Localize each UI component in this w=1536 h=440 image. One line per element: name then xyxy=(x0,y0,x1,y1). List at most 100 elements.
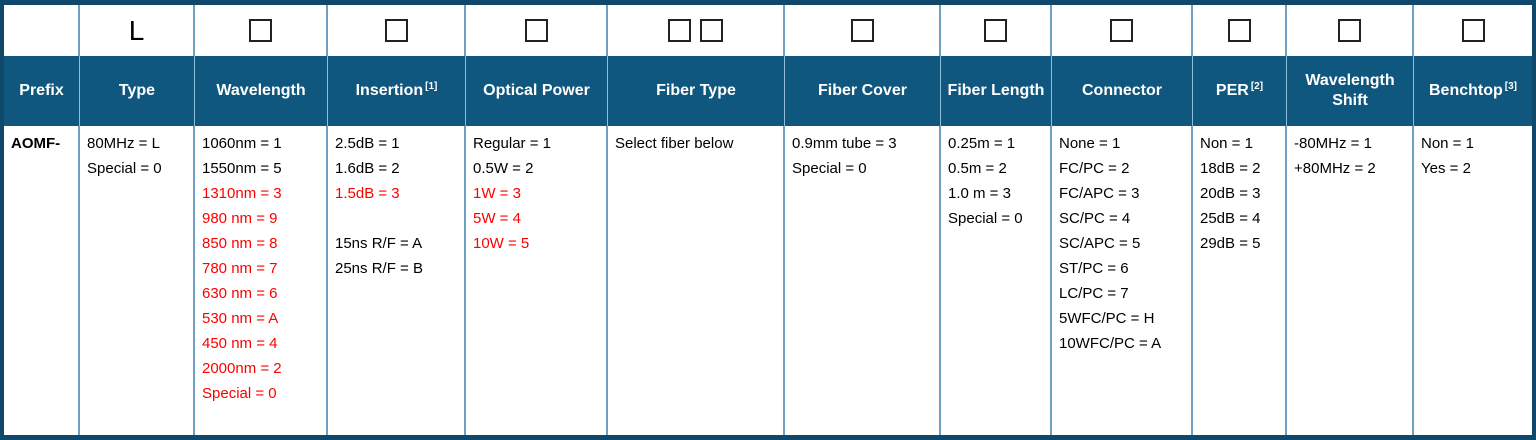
wavelength-option: 450 nm = 4 xyxy=(202,335,278,352)
wavelength-option: 1060nm = 1 xyxy=(202,135,282,152)
wavelength-shift-option: +80MHz = 2 xyxy=(1294,160,1376,177)
top-cell-fiber-cover xyxy=(785,5,941,56)
connector-option: 5WFC/PC = H xyxy=(1059,310,1155,327)
header-label-per: PER [2] xyxy=(1215,80,1264,99)
wavelength-option: 530 nm = A xyxy=(202,310,279,327)
insertion-code-checkbox[interactable] xyxy=(384,19,408,42)
optical-power-option: 5W = 4 xyxy=(473,210,521,227)
top-cell-connector xyxy=(1052,5,1193,56)
fiber-length-option: 0.25m = 1 xyxy=(948,135,1016,152)
type-selected-code: L xyxy=(128,14,145,46)
optical-power-option: 1W = 3 xyxy=(473,185,521,202)
connector-option: ST/PC = 6 xyxy=(1059,260,1129,277)
body-cell-type: 80MHz = L Special = 0 xyxy=(80,126,195,435)
wavelength-shift-code-checkbox[interactable] xyxy=(1338,19,1361,42)
header-cell-connector: Connector xyxy=(1052,56,1193,126)
fiber-cover-option: 0.9mm tube = 3 xyxy=(792,135,897,152)
wavelength-option: Special = 0 xyxy=(202,385,277,402)
header-label-fiber-length: Fiber Length xyxy=(947,82,1045,99)
benchtop-option: Yes = 2 xyxy=(1421,160,1471,177)
header-cell-fiber-cover: Fiber Cover xyxy=(785,56,941,126)
fiber-length-option: 1.0 m = 3 xyxy=(948,185,1011,202)
top-cell-insertion xyxy=(328,5,466,56)
header-cell-wavelength: Wavelength xyxy=(195,56,328,126)
header-label-type: Type xyxy=(118,82,156,99)
body-cell-connector: None = 1 FC/PC = 2 FC/APC = 3 SC/PC = 4 SC/A… xyxy=(1052,126,1193,435)
wavelength-option: 2000nm = 2 xyxy=(202,360,282,377)
wavelength-option: 630 nm = 6 xyxy=(202,285,278,302)
header-label-wavelength: Wavelength xyxy=(216,82,306,99)
top-cell-prefix xyxy=(4,5,80,56)
body-cell-fiber-length: 0.25m = 1 0.5m = 2 1.0 m = 3 Special = 0 xyxy=(941,126,1052,435)
optical-power-option: 10W = 5 xyxy=(473,235,530,252)
header-cell-prefix: Prefix xyxy=(4,56,80,126)
header-label-prefix: Prefix xyxy=(19,82,64,99)
fiber-type-code-checkbox-2[interactable] xyxy=(700,19,723,42)
connector-option: 10WFC/PC = A xyxy=(1059,335,1162,352)
top-cell-benchtop xyxy=(1414,5,1532,56)
header-label-optical-power: Optical Power xyxy=(483,82,590,99)
header-cell-fiber-type: Fiber Type xyxy=(608,56,785,126)
connector-option: FC/APC = 3 xyxy=(1059,185,1140,202)
fiber-cover-option: Special = 0 xyxy=(792,160,867,177)
optical-power-option: 0.5W = 2 xyxy=(473,160,534,177)
body-cell-benchtop: Non = 1 Yes = 2 xyxy=(1414,126,1532,435)
body-cell-wavelength-shift: -80MHz = 1 +80MHz = 2 xyxy=(1287,126,1414,435)
body-cell-fiber-type: Select fiber below xyxy=(608,126,785,435)
header-label-connector: Connector xyxy=(1082,82,1162,99)
prefix-option: AOMF- xyxy=(11,135,61,152)
wavelength-option: 1310nm = 3 xyxy=(202,185,282,202)
per-option: 20dB = 3 xyxy=(1200,185,1261,202)
body-cell-insertion: 2.5dB = 1 1.6dB = 2 1.5dB = 3 15ns R/F = A… xyxy=(328,126,466,435)
connector-option: None = 1 xyxy=(1059,135,1121,152)
insertion-option: 1.6dB = 2 xyxy=(335,160,400,177)
fiber-length-option: Special = 0 xyxy=(948,210,1023,227)
body-cell-per: Non = 1 18dB = 2 20dB = 3 25dB = 4 29dB = 5 xyxy=(1193,126,1287,435)
body-cell-optical-power: Regular = 1 0.5W = 2 1W = 3 5W = 4 10W = 5 xyxy=(466,126,608,435)
insertion-option xyxy=(335,206,460,231)
wavelength-shift-option: -80MHz = 1 xyxy=(1294,135,1372,152)
wavelength-option: 980 nm = 9 xyxy=(202,210,278,227)
optical-power-option: Regular = 1 xyxy=(473,135,551,152)
top-cell-type: L xyxy=(80,5,195,56)
header-cell-benchtop: Benchtop [3] xyxy=(1414,56,1532,126)
top-cell-optical-power xyxy=(466,5,608,56)
fiber-type-code-checkbox-1[interactable] xyxy=(668,19,691,42)
insertion-option: 1.5dB = 3 xyxy=(335,185,400,202)
header-label-insertion: Insertion [1] xyxy=(355,80,438,99)
header-footnote-ref: [1] xyxy=(425,80,438,92)
wavelength-code-checkbox[interactable] xyxy=(249,19,272,42)
wavelength-option: 850 nm = 8 xyxy=(202,235,278,252)
header-label-fiber-cover: Fiber Cover xyxy=(818,82,907,99)
type-option: Special = 0 xyxy=(87,160,162,177)
fiber-length-option: 0.5m = 2 xyxy=(948,160,1007,177)
header-cell-fiber-length: Fiber Length xyxy=(941,56,1052,126)
fiber-length-code-checkbox[interactable] xyxy=(984,19,1007,42)
per-option: 25dB = 4 xyxy=(1200,210,1261,227)
header-cell-insertion: Insertion [1] xyxy=(328,56,466,126)
header-footnote-ref: [3] xyxy=(1504,80,1517,92)
insertion-option: 2.5dB = 1 xyxy=(335,135,400,152)
fiber-cover-code-checkbox[interactable] xyxy=(850,19,874,42)
connector-option: SC/APC = 5 xyxy=(1059,235,1141,252)
optical-power-code-checkbox[interactable] xyxy=(524,19,548,42)
header-label-wavelength-shift: Wavelength Shift xyxy=(1305,72,1395,109)
top-cell-fiber-type xyxy=(608,5,785,56)
fiber-type-option: Select fiber below xyxy=(615,135,734,152)
body-cell-wavelength: 1060nm = 1 1550nm = 5 1310nm = 3 980 nm = 9… xyxy=(195,126,328,435)
top-cell-fiber-length xyxy=(941,5,1052,56)
header-footnote-ref: [2] xyxy=(1250,80,1264,92)
benchtop-code-checkbox[interactable] xyxy=(1461,19,1485,42)
per-option: 29dB = 5 xyxy=(1200,235,1261,252)
header-cell-per: PER [2] xyxy=(1193,56,1287,126)
connector-option: FC/PC = 2 xyxy=(1059,160,1130,177)
type-option: 80MHz = L xyxy=(87,135,160,152)
header-label-fiber-type: Fiber Type xyxy=(656,82,736,99)
per-code-checkbox[interactable] xyxy=(1227,19,1251,42)
connector-code-checkbox[interactable] xyxy=(1110,19,1133,42)
connector-option: SC/PC = 4 xyxy=(1059,210,1131,227)
insertion-option: 25ns R/F = B xyxy=(335,260,423,277)
benchtop-option: Non = 1 xyxy=(1421,135,1474,152)
header-cell-wavelength-shift: Wavelength Shift xyxy=(1287,56,1414,126)
top-cell-wavelength-shift xyxy=(1287,5,1414,56)
